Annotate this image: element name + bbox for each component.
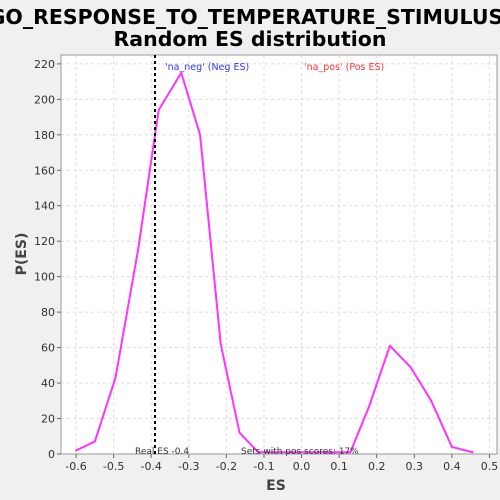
data-point: [409, 366, 412, 369]
y-tick-label: 180: [34, 129, 55, 142]
real-es-annotation: Real ES -0.4: [135, 447, 189, 457]
data-point: [430, 399, 433, 402]
gridlines: [61, 55, 497, 454]
y-tick-label: 60: [41, 342, 55, 355]
y-axis-label: P(ES): [14, 233, 30, 276]
data-point: [349, 451, 352, 454]
data-point: [238, 431, 241, 434]
data-point: [388, 344, 391, 347]
data-point: [257, 451, 260, 454]
x-tick-label: -0.6: [65, 460, 86, 473]
data-points: [75, 71, 474, 454]
x-tick-label: 0.3: [406, 460, 424, 473]
x-tick-label: 0.4: [443, 460, 461, 473]
legend-pos-es: 'na_pos' (Pos ES): [304, 62, 384, 73]
x-tick-label: -0.2: [216, 460, 237, 473]
x-tick-label: 0.1: [330, 460, 348, 473]
x-axis-label: ES: [266, 478, 286, 494]
data-point: [219, 343, 222, 346]
data-point: [368, 405, 371, 408]
chart-title: GO_RESPONSE_TO_TEMPERATURE_STIMULUS:: [0, 5, 500, 29]
data-point: [180, 71, 183, 74]
x-tick-label: 0.0: [293, 460, 311, 473]
y-axis: 0 20 40 60 80 100 120 140 160 180 200 220: [34, 58, 61, 461]
x-tick-label: -0.1: [253, 460, 274, 473]
data-point: [199, 133, 202, 136]
plot-area: [60, 54, 498, 455]
x-tick-label: 0.5: [481, 460, 499, 473]
y-tick-label: 160: [34, 164, 55, 177]
y-tick-label: 100: [34, 271, 55, 284]
y-tick-label: 200: [34, 93, 55, 106]
data-point: [471, 451, 474, 454]
y-tick-label: 220: [34, 58, 55, 71]
data-point: [93, 440, 96, 443]
x-tick-label: -0.3: [178, 460, 199, 473]
data-point: [75, 449, 78, 452]
y-tick-label: 0: [48, 448, 55, 461]
x-axis: -0.6 -0.5 -0.4 -0.3 -0.2 -0.1 0.0 0.1 0.2 0.3 0.4 0…: [65, 454, 498, 473]
data-point: [114, 376, 117, 379]
x-tick-label: 0.2: [368, 460, 386, 473]
data-point: [450, 445, 453, 448]
x-tick-label: -0.4: [140, 460, 161, 473]
y-tick-label: 80: [41, 306, 55, 319]
chart-subtitle: Random ES distribution: [114, 27, 387, 51]
legend-neg-es: 'na_neg' (Neg ES): [165, 62, 249, 73]
y-tick-label: 140: [34, 200, 55, 213]
y-tick-label: 20: [41, 413, 55, 426]
data-point: [137, 249, 140, 252]
data-point: [157, 108, 160, 111]
sets-pos-annotation: Sets with pos scores: 17%: [241, 447, 359, 457]
x-tick-label: -0.5: [103, 460, 124, 473]
y-tick-label: 120: [34, 235, 55, 248]
y-tick-label: 40: [41, 377, 55, 390]
